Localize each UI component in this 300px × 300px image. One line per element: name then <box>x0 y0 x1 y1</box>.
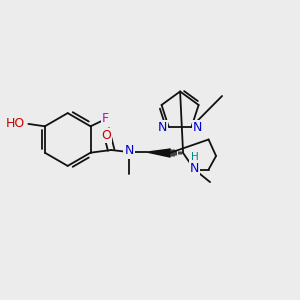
Text: N: N <box>124 144 134 158</box>
Text: H: H <box>190 152 198 162</box>
Text: O: O <box>101 129 111 142</box>
Text: HO: HO <box>5 117 25 130</box>
Text: N: N <box>158 121 167 134</box>
Text: N: N <box>190 162 199 176</box>
Text: F: F <box>102 112 109 125</box>
Text: N: N <box>193 121 202 134</box>
Polygon shape <box>147 149 170 157</box>
